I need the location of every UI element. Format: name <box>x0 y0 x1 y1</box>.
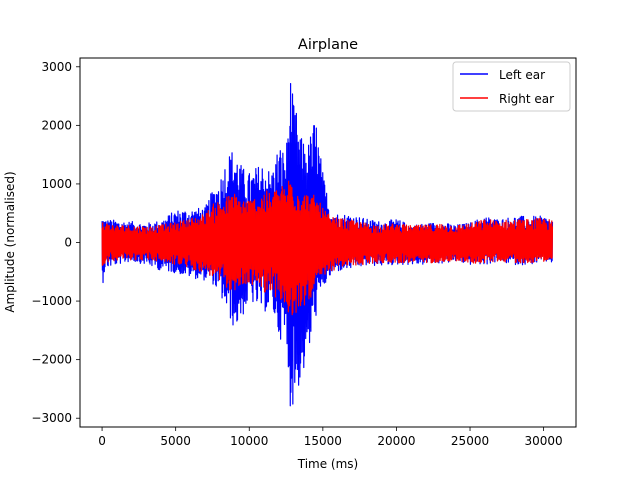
legend-label-right-ear: Right ear <box>499 92 554 106</box>
y-tick-label: −2000 <box>31 353 72 367</box>
chart-title: Airplane <box>298 37 358 53</box>
y-tick-label: 3000 <box>41 60 72 74</box>
x-tick-label: 0 <box>98 434 106 448</box>
x-tick-label: 25000 <box>451 434 489 448</box>
x-tick-label: 5000 <box>160 434 191 448</box>
y-tick-label: 0 <box>64 236 72 250</box>
series-layer <box>101 82 554 407</box>
y-tick-label: 1000 <box>41 177 72 191</box>
x-tick-label: 30000 <box>525 434 563 448</box>
series-right-ear <box>101 180 554 316</box>
legend-label-left-ear: Left ear <box>499 68 545 82</box>
y-tick-label: −1000 <box>31 294 72 308</box>
x-tick-label: 20000 <box>377 434 415 448</box>
x-axis: 0 5000 10000 15000 20000 25000 30000 <box>98 427 563 448</box>
x-tick-label: 15000 <box>304 434 342 448</box>
x-tick-label: 10000 <box>230 434 268 448</box>
y-axis: −3000 −2000 −1000 0 1000 2000 3000 <box>31 60 80 425</box>
x-axis-label: Time (ms) <box>297 457 359 471</box>
y-tick-label: 2000 <box>41 118 72 132</box>
y-tick-label: −3000 <box>31 411 72 425</box>
legend: Left ear Right ear <box>452 61 571 112</box>
y-axis-label: Amplitude (normalised) <box>3 171 17 312</box>
